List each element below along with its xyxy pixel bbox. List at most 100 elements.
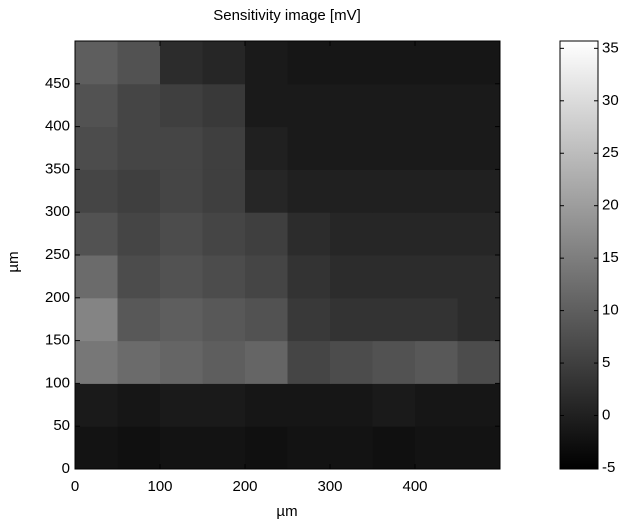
heatmap-cell <box>287 41 331 85</box>
heatmap-cell <box>160 83 203 128</box>
y-tick-label: 350 <box>45 160 70 177</box>
heatmap-cell <box>287 340 331 384</box>
x-tick-label: 300 <box>317 478 342 495</box>
heatmap-cell <box>75 41 118 85</box>
heatmap-cell <box>160 255 203 299</box>
heatmap-cell <box>245 41 288 85</box>
heatmap-cell <box>457 340 501 384</box>
heatmap-cell <box>202 41 246 85</box>
heatmap-cell <box>457 169 501 213</box>
colorbar-tick-label: 10 <box>602 302 619 319</box>
heatmap-cell <box>330 41 373 85</box>
y-tick-label: 300 <box>45 203 70 220</box>
heatmap-cell <box>75 83 118 128</box>
heatmap-cell <box>117 83 161 128</box>
heatmap-cell <box>372 340 416 384</box>
heatmap-cell <box>202 255 246 299</box>
heatmap-cell <box>372 41 416 85</box>
heatmap-cell <box>372 426 416 470</box>
y-tick-label: 50 <box>53 417 70 434</box>
heatmap-cell <box>117 126 161 170</box>
heatmap-cell <box>202 169 246 213</box>
heatmap-cell <box>415 169 458 213</box>
heatmap-cell <box>75 297 118 342</box>
y-tick-label: 150 <box>45 332 70 349</box>
heatmap-cell <box>372 383 416 427</box>
heatmap-cell <box>245 212 288 256</box>
heatmap-cell <box>457 426 501 470</box>
heatmap-cell <box>372 83 416 128</box>
heatmap-cell <box>287 126 331 170</box>
heatmap-cell <box>202 426 246 470</box>
heatmap-cell <box>372 255 416 299</box>
heatmap-cell <box>457 255 501 299</box>
heatmap-cell <box>245 126 288 170</box>
heatmap-cell <box>202 383 246 427</box>
heatmap-cell <box>415 255 458 299</box>
heatmap-cell <box>75 126 118 170</box>
heatmap-cell <box>117 212 161 256</box>
heatmap-cell <box>287 426 331 470</box>
heatmap-cell <box>415 126 458 170</box>
heatmap-cell <box>75 383 118 427</box>
heatmap-cell <box>415 383 458 427</box>
chart-title: Sensitivity image [mV] <box>213 7 361 24</box>
heatmap-cell <box>75 212 118 256</box>
y-axis-label: µm <box>5 251 22 272</box>
heatmap-cell <box>415 212 458 256</box>
heatmap-cell <box>75 426 118 470</box>
heatmap-cell <box>330 212 373 256</box>
x-axis-label: µm <box>276 503 297 520</box>
heatmap-cell <box>330 169 373 213</box>
y-tick-label: 100 <box>45 374 70 391</box>
heatmap-cell <box>415 41 458 85</box>
colorbar-tick-label: 30 <box>602 92 619 109</box>
heatmap-cell <box>330 126 373 170</box>
heatmap-cell <box>75 340 118 384</box>
heatmap-cell <box>330 426 373 470</box>
heatmap-cell <box>160 340 203 384</box>
heatmap-cell <box>160 41 203 85</box>
heatmap-cell <box>457 83 501 128</box>
x-tick-label: 0 <box>71 478 79 495</box>
colorbar-tick-label: 25 <box>602 144 619 161</box>
heatmap-cell <box>330 340 373 384</box>
heatmap-cell <box>160 426 203 470</box>
heatmap-cell <box>245 297 288 342</box>
heatmap-cell <box>117 255 161 299</box>
heatmap-cell <box>330 83 373 128</box>
heatmap-cell <box>415 297 458 342</box>
y-tick-label: 200 <box>45 289 70 306</box>
x-tick-label: 100 <box>147 478 172 495</box>
y-tick-label: 450 <box>45 75 70 92</box>
heatmap-cell <box>75 255 118 299</box>
colorbar-tick-label: 20 <box>602 197 619 214</box>
heatmap-cell <box>117 426 161 470</box>
heatmap-cell <box>415 83 458 128</box>
heatmap-cell <box>202 126 246 170</box>
heatmap-cell <box>75 169 118 213</box>
heatmap-cell <box>245 169 288 213</box>
x-tick-label: 200 <box>232 478 257 495</box>
heatmap <box>75 41 501 470</box>
heatmap-cell <box>287 383 331 427</box>
heatmap-cell <box>117 383 161 427</box>
heatmap-cell <box>117 169 161 213</box>
heatmap-cell <box>117 297 161 342</box>
colorbar-tick-label: 0 <box>602 406 610 423</box>
heatmap-cell <box>117 340 161 384</box>
y-tick-label: 0 <box>62 460 70 477</box>
heatmap-cell <box>245 340 288 384</box>
colorbar-tick-label: -5 <box>602 459 615 476</box>
heatmap-cell <box>287 297 331 342</box>
heatmap-cell <box>457 126 501 170</box>
heatmap-cell <box>372 169 416 213</box>
heatmap-cell <box>372 297 416 342</box>
heatmap-cell <box>202 340 246 384</box>
heatmap-cell <box>457 297 501 342</box>
heatmap-cell <box>160 126 203 170</box>
colorbar <box>559 40 599 470</box>
heatmap-cell <box>372 212 416 256</box>
heatmap-cell <box>457 41 501 85</box>
